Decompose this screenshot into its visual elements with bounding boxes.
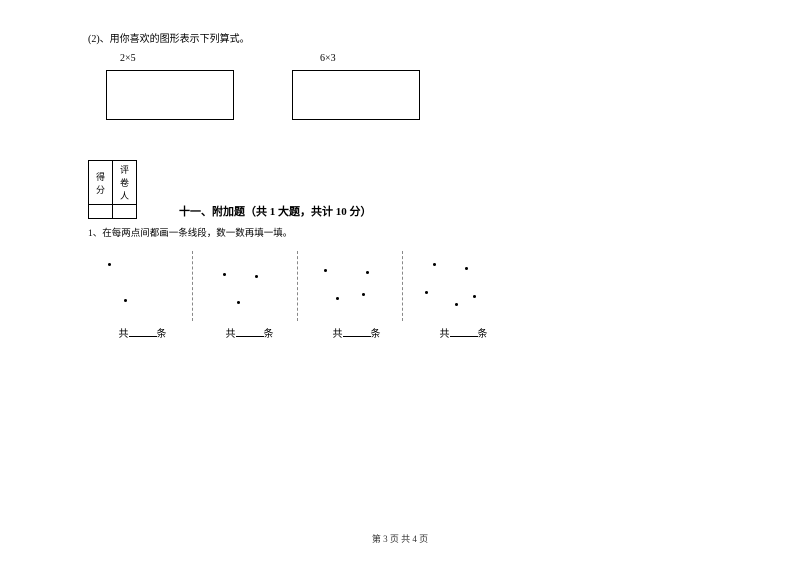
answer-blank	[129, 327, 157, 337]
answer-row: 共条 共条 共条 共条	[88, 325, 728, 340]
section-title: 十一、附加题（共 1 大题，共计 10 分）	[179, 203, 372, 219]
answer-4: 共条	[411, 325, 516, 340]
drawing-box-1	[106, 70, 234, 120]
score-cell-2	[113, 205, 137, 219]
answer-prefix: 共	[226, 329, 236, 340]
answer-blank	[236, 327, 264, 337]
dot	[324, 269, 327, 272]
dot-panel-3	[298, 251, 403, 321]
score-label-1: 得分	[89, 161, 113, 205]
answer-suffix: 条	[478, 329, 488, 340]
dot	[108, 263, 111, 266]
answer-suffix: 条	[264, 329, 274, 340]
answer-3: 共条	[304, 325, 409, 340]
question-2-label: (2)、用你喜欢的图形表示下列算式。	[88, 30, 728, 45]
dot	[362, 293, 365, 296]
dot	[223, 273, 226, 276]
score-cell-1	[89, 205, 113, 219]
answer-2: 共条	[197, 325, 302, 340]
dot	[124, 299, 127, 302]
dot	[255, 275, 258, 278]
dot-panel-4	[403, 251, 508, 321]
dot	[366, 271, 369, 274]
dot	[465, 267, 468, 270]
drawing-boxes-row	[88, 70, 728, 120]
answer-prefix: 共	[440, 329, 450, 340]
dot-panels-row	[88, 251, 728, 321]
drawing-box-2	[292, 70, 420, 120]
score-label-2: 评卷人	[113, 161, 137, 205]
score-table: 得分 评卷人	[88, 160, 137, 219]
answer-suffix: 条	[157, 329, 167, 340]
dot-panel-2	[193, 251, 298, 321]
dot	[336, 297, 339, 300]
dot	[425, 291, 428, 294]
dot	[237, 301, 240, 304]
answer-1: 共条	[90, 325, 195, 340]
expression-2: 6×3	[320, 53, 336, 64]
dot	[473, 295, 476, 298]
answer-suffix: 条	[371, 329, 381, 340]
expression-row: 2×5 6×3	[88, 53, 728, 64]
answer-blank	[450, 327, 478, 337]
question-1-text: 1、在每两点间都画一条线段，数一数再填一填。	[88, 225, 728, 239]
score-section: 得分 评卷人 十一、附加题（共 1 大题，共计 10 分）	[88, 160, 728, 219]
answer-prefix: 共	[119, 329, 129, 340]
page-footer: 第 3 页 共 4 页	[0, 532, 800, 545]
dot	[455, 303, 458, 306]
answer-blank	[343, 327, 371, 337]
answer-prefix: 共	[333, 329, 343, 340]
expression-1: 2×5	[120, 53, 320, 64]
dot-panel-1	[88, 251, 193, 321]
dot	[433, 263, 436, 266]
